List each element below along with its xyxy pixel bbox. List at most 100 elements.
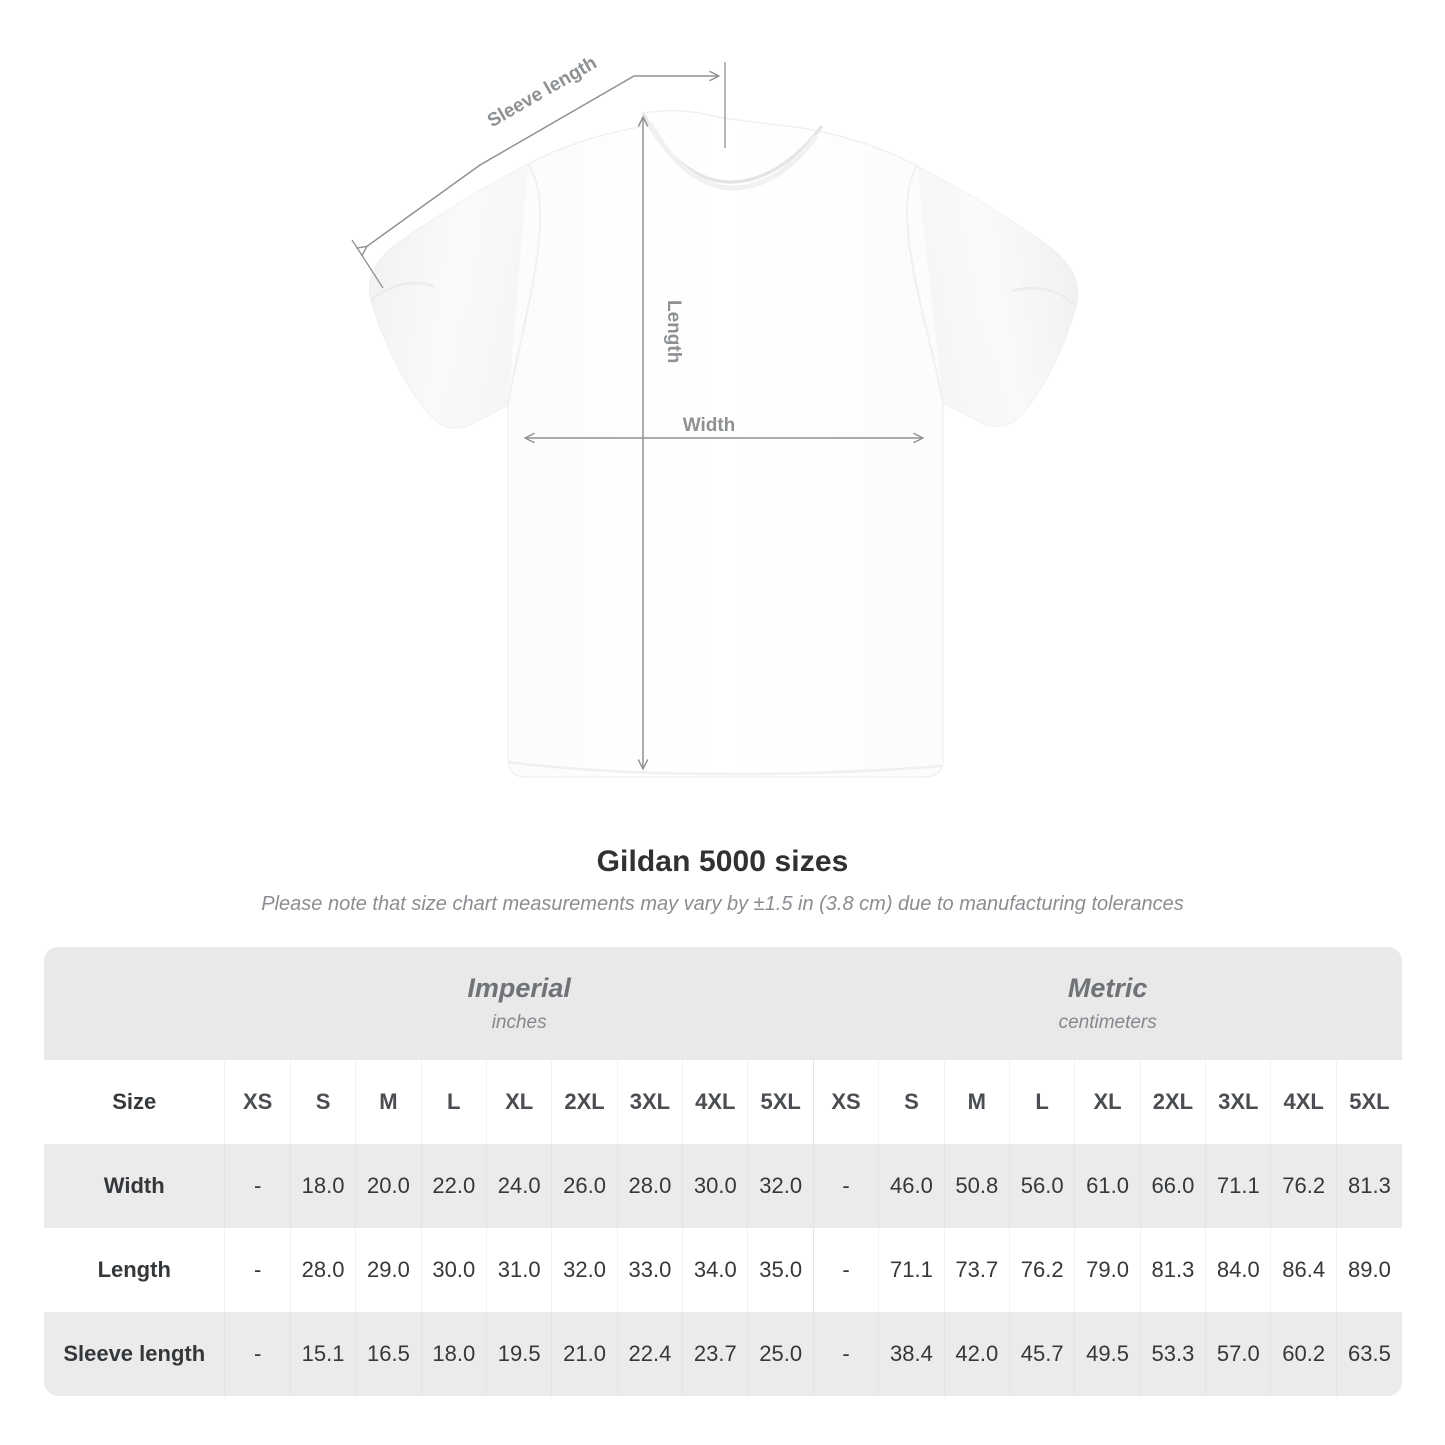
table-row-width: Width - 18.0 20.0 22.0 24.0 26.0 28.0 30…: [44, 1144, 1402, 1228]
width-metric-5xl: 81.3: [1335, 1144, 1402, 1228]
sleeve-imperial-l: 18.0: [420, 1312, 487, 1396]
unit-band-row: Imperial inches Metric centimeters: [44, 947, 1402, 1060]
length-metric-xl: 79.0: [1074, 1228, 1141, 1312]
header-imperial-xl: XL: [485, 1060, 552, 1144]
width-imperial-l: 22.0: [420, 1144, 487, 1228]
unit-header-imperial: Imperial inches: [224, 947, 814, 1060]
table-row-length: Length - 28.0 29.0 30.0 31.0 32.0 33.0 3…: [44, 1228, 1402, 1312]
sleeve-imperial-s: 15.1: [289, 1312, 356, 1396]
sleeve-imperial-4xl: 23.7: [682, 1312, 748, 1396]
tolerance-note: Please note that size chart measurements…: [261, 893, 1184, 915]
sleeve-metric-s: 38.4: [878, 1312, 945, 1396]
tshirt-garment: [368, 110, 1079, 778]
page-title: Gildan 5000 sizes: [596, 845, 849, 878]
sleeve-metric-m: 42.0: [943, 1312, 1010, 1396]
length-imperial-4xl: 34.0: [682, 1228, 748, 1312]
width-label: Width: [683, 415, 736, 436]
sleeve-imperial-m: 16.5: [355, 1312, 422, 1396]
chart-heading-block: Gildan 5000 sizes Please note that size …: [0, 843, 1445, 917]
length-metric-s: 71.1: [878, 1228, 945, 1312]
header-size-label: Size: [44, 1060, 225, 1144]
length-metric-2xl: 81.3: [1139, 1228, 1206, 1312]
length-imperial-5xl: 35.0: [747, 1228, 814, 1312]
sleeve-imperial-2xl: 21.0: [551, 1312, 618, 1396]
width-metric-xs: -: [812, 1144, 879, 1228]
metric-name: Metric: [1067, 972, 1148, 1003]
length-imperial-m: 29.0: [355, 1228, 422, 1312]
left-shoulder-seam: [507, 163, 542, 406]
length-imperial-xs: -: [224, 1228, 291, 1312]
header-metric-4xl: 4XL: [1270, 1060, 1337, 1144]
tshirt-left-sleeve: [369, 164, 528, 429]
length-metric-3xl: 84.0: [1205, 1228, 1271, 1312]
measurement-annotations: [351, 62, 924, 770]
unit-band-spacer: [44, 947, 225, 1060]
length-metric-l: 76.2: [1008, 1228, 1075, 1312]
header-imperial-m: M: [355, 1060, 422, 1144]
sleeve-metric-xl: 49.5: [1074, 1312, 1141, 1396]
header-imperial-5xl: 5XL: [747, 1060, 814, 1144]
width-imperial-xs: -: [224, 1144, 291, 1228]
header-metric-3xl: 3XL: [1205, 1060, 1271, 1144]
left-sleeve-hem: [370, 281, 435, 301]
size-header-row: Size XS S M L XL 2XL 3XL 4XL 5XL XS S M …: [44, 1060, 1402, 1144]
width-metric-l: 56.0: [1008, 1144, 1075, 1228]
length-label: Length: [663, 300, 684, 363]
sleeve-metric-4xl: 60.2: [1270, 1312, 1337, 1396]
length-metric-5xl: 89.0: [1335, 1228, 1402, 1312]
sleeve-imperial-xl: 19.5: [485, 1312, 552, 1396]
unit-header-metric: Metric centimeters: [813, 947, 1402, 1060]
length-imperial-xl: 31.0: [485, 1228, 552, 1312]
width-metric-2xl: 66.0: [1139, 1144, 1206, 1228]
header-imperial-xs: XS: [224, 1060, 291, 1144]
length-imperial-2xl: 32.0: [551, 1228, 618, 1312]
length-metric-4xl: 86.4: [1270, 1228, 1337, 1312]
width-imperial-2xl: 26.0: [551, 1144, 618, 1228]
width-imperial-m: 20.0: [355, 1144, 422, 1228]
size-table: Imperial inches Metric centimeters Size …: [44, 947, 1402, 1396]
size-table-container: Imperial inches Metric centimeters Size …: [44, 947, 1402, 1396]
imperial-sub: inches: [491, 1011, 547, 1033]
sleeve-metric-3xl: 57.0: [1205, 1312, 1271, 1396]
sleeve-imperial-xs: -: [224, 1312, 291, 1396]
imperial-name: Imperial: [467, 972, 571, 1003]
sleeve-imperial-5xl: 25.0: [747, 1312, 814, 1396]
length-metric-m: 73.7: [943, 1228, 1010, 1312]
sleeve-hem-reference-tick: [351, 239, 384, 289]
width-imperial-5xl: 32.0: [747, 1144, 814, 1228]
sleeve-metric-l: 45.7: [1008, 1312, 1075, 1396]
length-imperial-l: 30.0: [420, 1228, 487, 1312]
sleeve-length-diagonal: [356, 75, 635, 257]
length-imperial-s: 28.0: [289, 1228, 356, 1312]
header-metric-s: S: [878, 1060, 945, 1144]
tshirt-right-sleeve: [917, 166, 1078, 427]
sleeve-metric-5xl: 63.5: [1335, 1312, 1402, 1396]
row-label-width: Width: [44, 1144, 225, 1228]
length-imperial-3xl: 33.0: [616, 1228, 683, 1312]
width-metric-4xl: 76.2: [1270, 1144, 1337, 1228]
header-metric-m: M: [943, 1060, 1010, 1144]
right-shoulder-seam: [906, 165, 944, 404]
header-metric-5xl: 5XL: [1335, 1060, 1402, 1144]
right-sleeve-hem: [1011, 286, 1077, 307]
width-imperial-s: 18.0: [289, 1144, 356, 1228]
header-metric-l: L: [1008, 1060, 1075, 1144]
row-label-sleeve-length: Sleeve length: [44, 1312, 225, 1396]
table-row-sleeve-length: Sleeve length - 15.1 16.5 18.0 19.5 21.0…: [44, 1312, 1402, 1396]
header-metric-2xl: 2XL: [1139, 1060, 1206, 1144]
header-imperial-l: L: [420, 1060, 487, 1144]
header-imperial-3xl: 3XL: [616, 1060, 683, 1144]
metric-sub: centimeters: [1058, 1011, 1157, 1033]
header-metric-xs: XS: [812, 1060, 879, 1144]
width-metric-s: 46.0: [878, 1144, 945, 1228]
sleeve-metric-xs: -: [812, 1312, 879, 1396]
width-imperial-4xl: 30.0: [682, 1144, 748, 1228]
header-imperial-4xl: 4XL: [682, 1060, 748, 1144]
sleeve-length-label: Sleeve length: [484, 53, 601, 132]
header-imperial-s: S: [289, 1060, 356, 1144]
bottom-hem: [507, 760, 944, 776]
tshirt-diagram: Sleeve length Length Width: [351, 53, 1079, 778]
length-metric-xs: -: [812, 1228, 879, 1312]
collar-band: [647, 121, 819, 191]
